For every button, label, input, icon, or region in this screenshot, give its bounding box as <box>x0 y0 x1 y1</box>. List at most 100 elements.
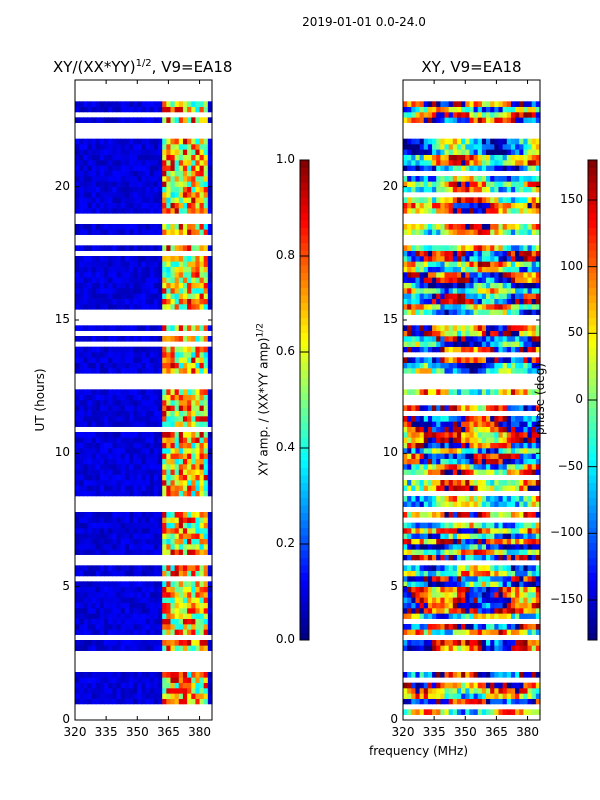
heatmap-cell <box>137 165 143 171</box>
heatmap-cell <box>75 677 80 683</box>
heatmap-cell <box>415 426 421 433</box>
heatmap-cell <box>473 496 479 502</box>
heatmap-cell <box>187 181 192 187</box>
heatmap-cell <box>170 682 176 689</box>
heatmap-cell <box>519 309 524 315</box>
heatmap-cell <box>498 426 504 433</box>
heatmap-cell <box>79 208 84 214</box>
heatmap-cell <box>407 330 412 337</box>
heatmap-cell <box>141 261 147 267</box>
heatmap-cell <box>187 645 192 651</box>
heatmap-cell <box>494 496 500 502</box>
heatmap-cell <box>87 469 93 475</box>
heatmap-cell <box>531 272 537 278</box>
heatmap-cell <box>141 229 147 235</box>
heatmap-cell <box>75 416 80 422</box>
heatmap-cell <box>187 416 192 422</box>
heatmap-cell <box>87 325 93 331</box>
heatmap-cell <box>124 565 130 571</box>
heatmap-cell <box>481 362 487 369</box>
heatmap-cell <box>145 448 151 454</box>
heatmap-cell <box>486 357 491 363</box>
heatmap-cell <box>120 192 126 198</box>
heatmap-cell <box>75 464 80 470</box>
heatmap-cell <box>427 592 433 598</box>
heatmap-cell <box>178 293 184 299</box>
heatmap-cell <box>162 581 167 587</box>
heatmap-cell <box>403 416 408 422</box>
heatmap-cell <box>162 698 167 705</box>
heatmap-cell <box>502 362 508 369</box>
heatmap-cell <box>187 362 192 369</box>
heatmap-cell <box>527 608 533 614</box>
heatmap-cell <box>527 597 533 603</box>
heatmap-cell <box>145 272 151 278</box>
heatmap-cell <box>199 464 205 470</box>
heatmap-cell <box>79 698 84 705</box>
heatmap-cell <box>137 698 143 705</box>
heatmap-cell <box>75 453 80 459</box>
heatmap-cell <box>403 688 408 694</box>
heatmap-cell <box>407 346 412 353</box>
heatmap-cell <box>199 256 205 262</box>
heatmap-cell <box>415 597 421 603</box>
heatmap-cell <box>116 304 122 310</box>
heatmap-cell <box>490 496 495 502</box>
heatmap-cell <box>104 608 109 614</box>
heatmap-cell <box>473 389 479 395</box>
heatmap-cell <box>75 533 80 539</box>
heatmap-cell <box>199 197 205 203</box>
heatmap-cell <box>116 613 122 619</box>
heatmap-cell <box>494 432 500 438</box>
heatmap-cell <box>432 282 437 289</box>
heatmap-cell <box>407 229 412 235</box>
heatmap-cell <box>170 474 176 481</box>
heatmap-cell <box>162 528 167 534</box>
heatmap-cell <box>440 469 446 475</box>
heatmap-cell <box>145 618 151 625</box>
heatmap-cell <box>510 437 516 443</box>
heatmap-cell <box>473 709 479 715</box>
heatmap-cell <box>531 544 537 550</box>
heatmap-cell <box>182 405 188 411</box>
heatmap-cell <box>75 565 80 571</box>
heatmap-cell <box>427 554 433 561</box>
heatmap-cell <box>515 277 520 283</box>
heatmap-cell <box>494 437 500 443</box>
heatmap-cell <box>436 698 441 705</box>
heatmap-cell <box>452 453 458 459</box>
heatmap-cell <box>187 288 192 294</box>
heatmap-cell <box>153 410 159 417</box>
heatmap-cell <box>174 453 180 459</box>
heatmap-cell <box>465 298 471 305</box>
heatmap-cell <box>153 277 159 283</box>
heatmap-cell <box>203 298 209 305</box>
heatmap-cell <box>75 202 80 209</box>
heatmap-cell <box>162 565 167 571</box>
heatmap-cell <box>440 586 446 593</box>
heatmap-cell <box>170 400 176 406</box>
heatmap-cell <box>207 165 213 171</box>
heatmap-cell <box>116 106 122 113</box>
heatmap-cell <box>465 282 471 289</box>
heatmap-cell <box>502 298 508 305</box>
heatmap-cell <box>79 432 84 438</box>
heatmap-cell <box>182 389 188 395</box>
heatmap-cell <box>95 256 101 262</box>
heatmap-cell <box>523 682 529 689</box>
heatmap-cell <box>145 202 151 209</box>
heatmap-cell <box>187 458 192 465</box>
heatmap-cell <box>423 261 429 267</box>
heatmap-cell <box>527 512 533 518</box>
heatmap-cell <box>178 517 184 523</box>
heatmap-cell <box>145 592 151 598</box>
heatmap-cell <box>170 480 176 486</box>
heatmap-cell <box>91 352 97 358</box>
heatmap-cell <box>419 330 425 337</box>
heatmap-cell <box>519 453 524 459</box>
heatmap-cell <box>170 192 176 198</box>
heatmap-cell <box>174 693 180 699</box>
heatmap-cell <box>494 464 500 470</box>
heatmap-cell <box>104 672 109 678</box>
heatmap-cell <box>494 682 500 689</box>
